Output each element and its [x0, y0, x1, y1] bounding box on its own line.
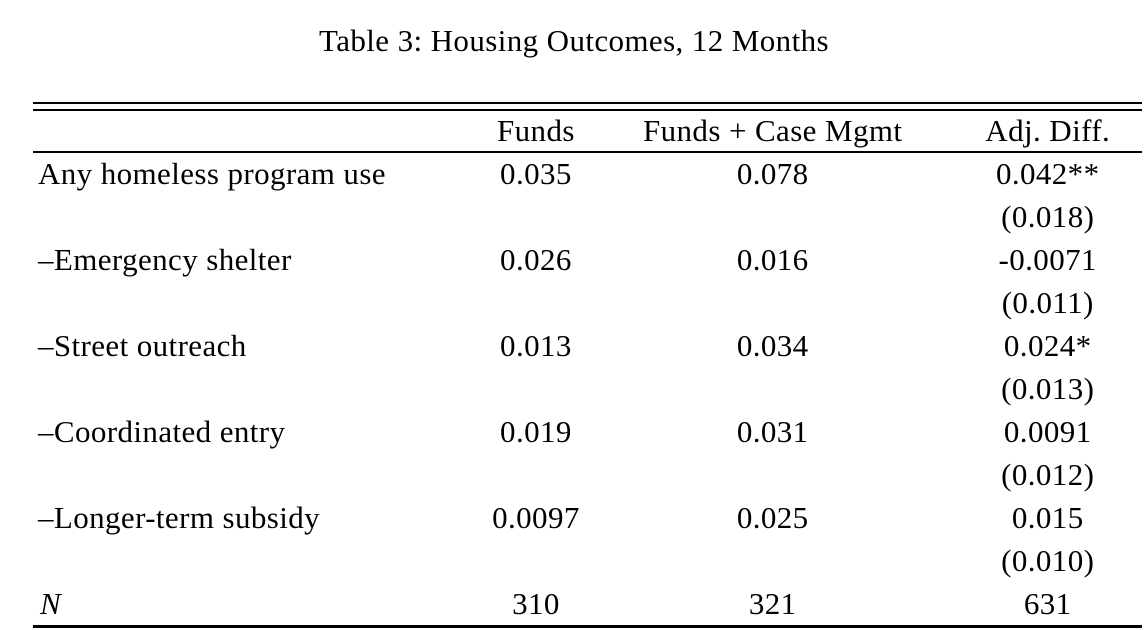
- row-label-empty: [33, 195, 480, 238]
- table-row: –Coordinated entry 0.019 0.031 0.0091: [33, 410, 1142, 453]
- adj-diff-value: 0.042**: [995, 156, 1100, 191]
- col-header-empty: [33, 111, 480, 153]
- funds-se-empty: [480, 195, 592, 238]
- col-header-funds: Funds: [479, 111, 592, 153]
- se-row: (0.010): [33, 539, 1142, 582]
- funds-case-mgmt-value: 0.025: [736, 499, 809, 535]
- adj-diff-se: (0.018): [1001, 198, 1095, 234]
- row-label: –Street outreach: [38, 327, 247, 363]
- row-label: –Longer-term subsidy: [38, 499, 321, 535]
- adj-diff-se: (0.011): [1001, 284, 1094, 320]
- row-label: Any homeless program use: [38, 156, 386, 191]
- funds-se-empty: [480, 539, 592, 582]
- se-row: (0.013): [33, 367, 1142, 410]
- header-row: Funds Funds + Case Mgmt Adj. Diff.: [33, 111, 1142, 153]
- funds-value: 0.0097: [492, 499, 580, 535]
- funds-case-mgmt-se-empty: [592, 539, 954, 582]
- top-double-rule: [33, 102, 1142, 111]
- funds-value: 0.013: [500, 327, 572, 363]
- funds-value: 0.035: [500, 156, 572, 191]
- funds-case-mgmt-se-empty: [592, 453, 954, 496]
- funds-case-mgmt-value: 0.034: [736, 327, 809, 363]
- col-header-funds-case-mgmt: Funds + Case Mgmt: [591, 111, 954, 153]
- adj-diff-se: (0.013): [1001, 370, 1095, 406]
- adj-diff-n-value: 631: [1023, 585, 1072, 621]
- adj-diff-value: 0.024*: [1003, 327, 1092, 363]
- funds-case-mgmt-value: 0.078: [736, 156, 809, 191]
- table-row: –Street outreach 0.013 0.034 0.024*: [33, 324, 1142, 367]
- table-container: Funds Funds + Case Mgmt Adj. Diff. Any h…: [33, 102, 1142, 628]
- funds-se-empty: [480, 367, 592, 410]
- se-row: (0.011): [33, 281, 1142, 324]
- funds-value: 0.026: [500, 241, 572, 277]
- funds-se-empty: [480, 281, 592, 324]
- sample-size-label: N: [40, 585, 62, 621]
- row-label: –Emergency shelter: [38, 241, 292, 277]
- funds-se-empty: [480, 453, 592, 496]
- funds-case-mgmt-n-value: 321: [748, 585, 797, 621]
- bottom-rule: [33, 625, 1142, 628]
- sample-size-row: N 310 321 631: [33, 582, 1142, 625]
- adj-diff-se: (0.012): [1001, 456, 1095, 492]
- row-label-empty: [33, 453, 480, 496]
- funds-case-mgmt-value: 0.031: [736, 413, 809, 449]
- funds-case-mgmt-value: 0.016: [736, 241, 809, 277]
- row-label-empty: [33, 367, 480, 410]
- row-label: –Coordinated entry: [38, 413, 286, 449]
- row-label-empty: [33, 539, 480, 582]
- se-row: (0.018): [33, 195, 1142, 238]
- funds-case-mgmt-se-empty: [592, 195, 954, 238]
- table-row: –Emergency shelter 0.026 0.016 -0.0071: [33, 238, 1142, 281]
- adj-diff-value: -0.0071: [998, 241, 1097, 277]
- row-label-empty: [33, 281, 480, 324]
- funds-n-value: 310: [512, 585, 560, 621]
- adj-diff-value: 0.015: [1011, 499, 1084, 535]
- col-header-adj-diff: Adj. Diff.: [953, 111, 1142, 153]
- funds-value: 0.019: [500, 413, 572, 449]
- se-row: (0.012): [33, 453, 1142, 496]
- table-row: –Longer-term subsidy 0.0097 0.025 0.015: [33, 496, 1142, 539]
- results-table: Funds Funds + Case Mgmt Adj. Diff. Any h…: [33, 111, 1142, 625]
- funds-case-mgmt-se-empty: [592, 367, 954, 410]
- table-caption: Table 3: Housing Outcomes, 12 Months: [319, 23, 829, 58]
- funds-case-mgmt-se-empty: [592, 281, 954, 324]
- table-row: Any homeless program use 0.035 0.078 0.0…: [33, 152, 1142, 195]
- adj-diff-value: 0.0091: [1003, 413, 1092, 449]
- adj-diff-se: (0.010): [1001, 542, 1095, 578]
